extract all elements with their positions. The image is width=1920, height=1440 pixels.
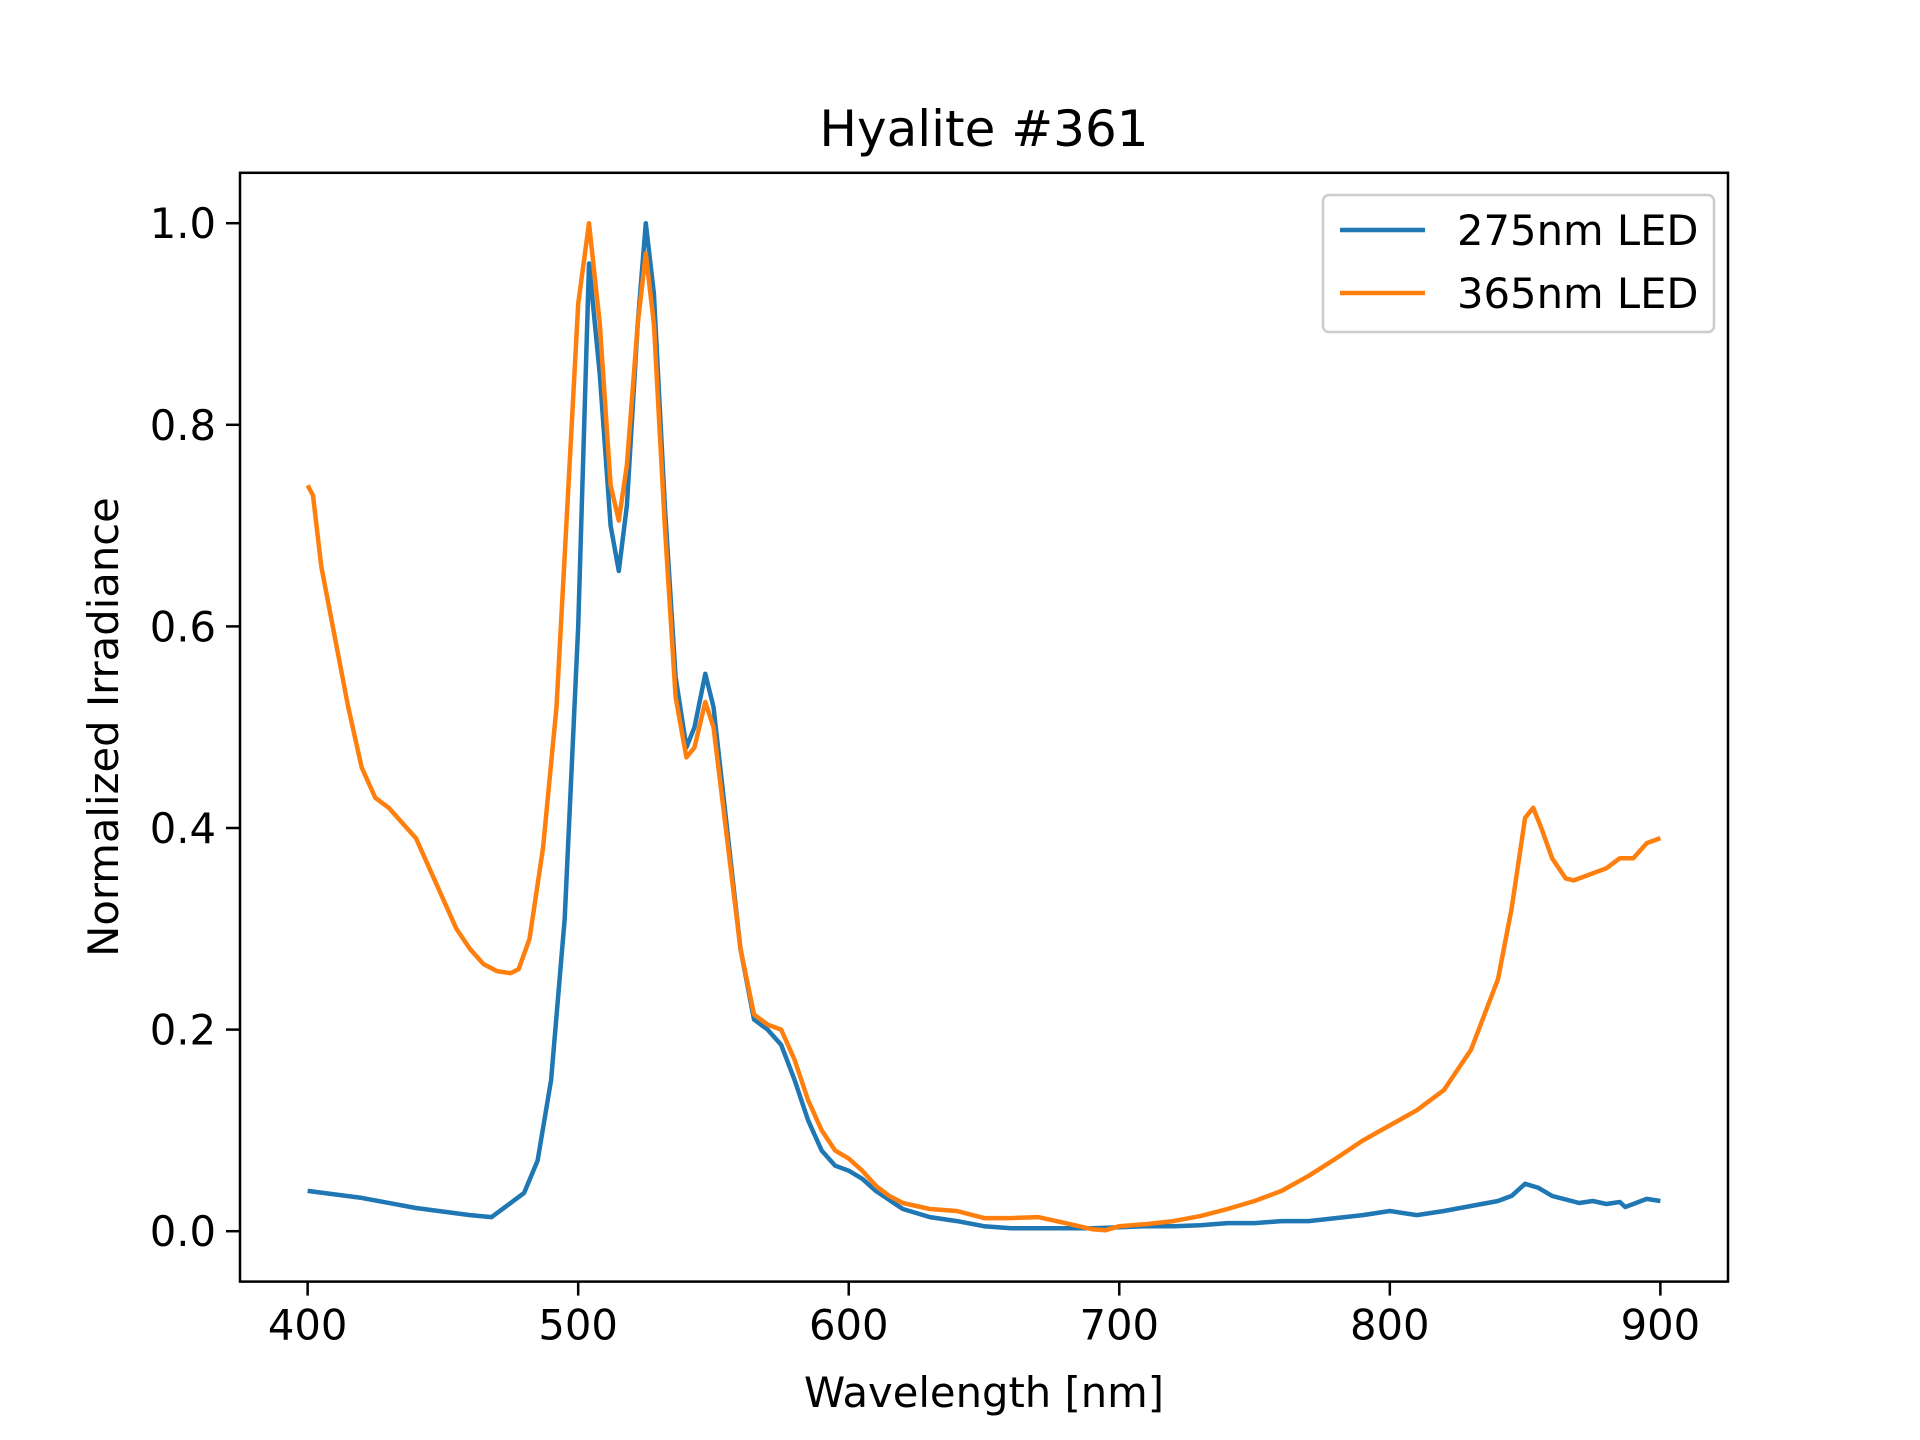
y-tick-label: 0.8	[150, 401, 216, 450]
legend-label: 365nm LED	[1457, 269, 1699, 318]
y-axis-label: Normalized Irradiance	[79, 497, 128, 957]
plot-lines	[305, 220, 1662, 1233]
y-tick-label: 1.0	[150, 199, 216, 248]
y-tick-label: 0.2	[150, 1006, 216, 1055]
y-tick-label: 0.6	[150, 602, 216, 651]
series-line-365nm-led	[305, 220, 1662, 1233]
legend-label: 275nm LED	[1457, 206, 1699, 255]
chart-title: Hyalite #361	[819, 100, 1148, 158]
x-axis-ticks: 400 500 600 700 800 900	[268, 1281, 1701, 1350]
series-line-275nm-led	[307, 220, 1661, 1231]
x-tick-label: 900	[1621, 1301, 1701, 1350]
x-tick-label: 700	[1079, 1301, 1159, 1350]
x-tick-label: 400	[268, 1301, 348, 1350]
axes-frame	[238, 171, 1730, 1283]
y-axis-ticks: 0.0 0.2 0.4 0.6 0.8 1.0	[150, 199, 240, 1256]
x-tick-label: 500	[538, 1301, 618, 1350]
x-tick-label: 800	[1350, 1301, 1430, 1350]
y-tick-label: 0.4	[150, 804, 216, 853]
y-tick-label: 0.0	[150, 1207, 216, 1256]
x-tick-label: 600	[809, 1301, 889, 1350]
legend: 275nm LED 365nm LED	[1321, 193, 1716, 334]
x-axis-label: Wavelength [nm]	[804, 1368, 1164, 1417]
